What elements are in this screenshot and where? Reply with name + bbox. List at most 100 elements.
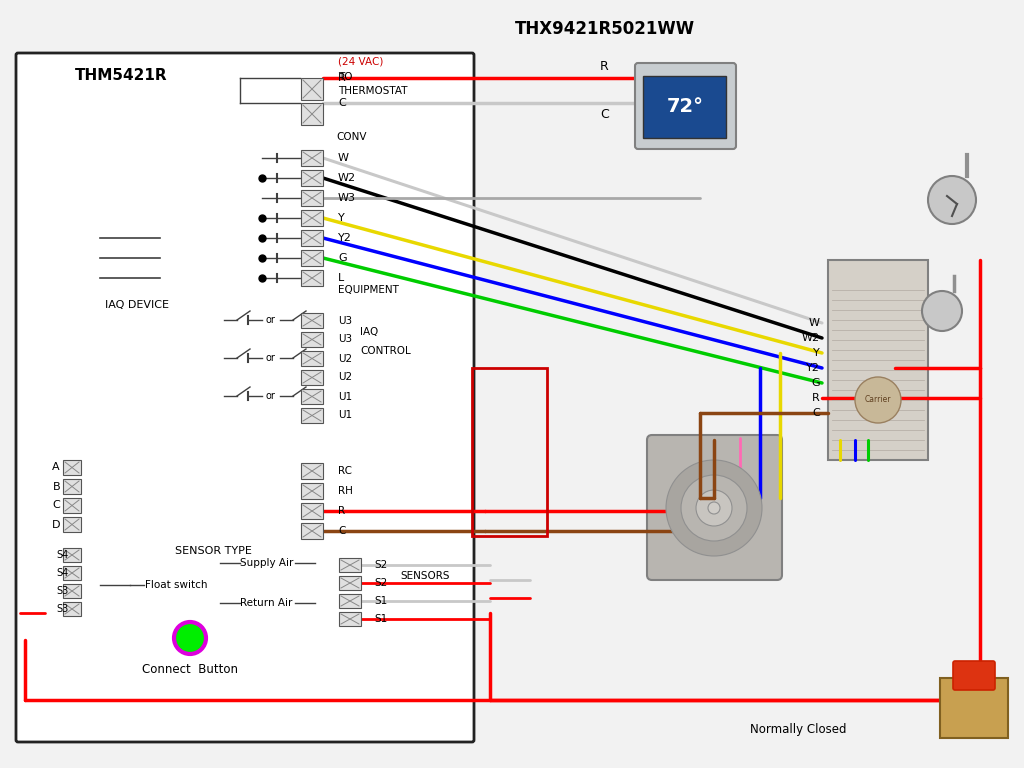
Bar	[301, 250, 323, 266]
Text: C: C	[338, 98, 346, 108]
Circle shape	[174, 622, 206, 654]
Circle shape	[855, 377, 901, 423]
FancyBboxPatch shape	[20, 528, 150, 640]
FancyBboxPatch shape	[647, 435, 782, 580]
Text: S4: S4	[56, 550, 69, 560]
Text: SENSORS: SENSORS	[400, 571, 450, 581]
Text: C: C	[338, 526, 345, 536]
Text: Y2: Y2	[338, 233, 352, 243]
Bar	[301, 463, 323, 479]
Bar	[301, 483, 323, 499]
Text: U1: U1	[338, 411, 352, 421]
Bar	[301, 210, 323, 226]
Text: or: or	[266, 353, 275, 363]
Text: CONV: CONV	[336, 132, 367, 142]
Text: R: R	[600, 60, 608, 73]
Bar	[301, 351, 323, 366]
Text: S3: S3	[56, 586, 69, 596]
Text: G: G	[811, 378, 820, 388]
Text: or: or	[266, 315, 275, 325]
Text: C: C	[812, 408, 820, 418]
Text: C: C	[600, 108, 608, 121]
Circle shape	[681, 475, 746, 541]
Text: Supply Air: Supply Air	[240, 558, 293, 568]
Bar	[339, 558, 361, 572]
Text: L: L	[338, 273, 344, 283]
FancyBboxPatch shape	[16, 53, 474, 742]
Circle shape	[666, 460, 762, 556]
Text: W2: W2	[802, 333, 820, 343]
Bar	[301, 389, 323, 404]
Text: TO: TO	[338, 72, 352, 82]
Text: Return Air: Return Air	[240, 598, 293, 608]
FancyBboxPatch shape	[953, 661, 995, 690]
Text: Y: Y	[813, 348, 820, 358]
Text: U2: U2	[338, 372, 352, 382]
Bar	[301, 270, 323, 286]
Bar	[63, 498, 81, 513]
Bar	[301, 230, 323, 246]
Text: CONTROL: CONTROL	[360, 346, 411, 356]
Circle shape	[696, 490, 732, 526]
Text: SENSOR TYPE: SENSOR TYPE	[175, 546, 252, 556]
Text: RC: RC	[338, 466, 352, 476]
Circle shape	[928, 176, 976, 224]
Text: W: W	[809, 318, 820, 328]
Text: S2: S2	[374, 560, 387, 570]
FancyBboxPatch shape	[643, 76, 726, 138]
Bar	[301, 523, 323, 539]
Text: S1: S1	[374, 614, 387, 624]
Text: W: W	[338, 153, 349, 163]
Text: U3: U3	[338, 316, 352, 326]
Text: C: C	[52, 501, 60, 511]
Circle shape	[922, 291, 962, 331]
Text: IAQ: IAQ	[360, 327, 378, 337]
Bar	[63, 460, 81, 475]
Bar	[339, 576, 361, 590]
Bar	[301, 408, 323, 423]
Bar	[301, 370, 323, 385]
Bar	[63, 517, 81, 532]
Bar	[301, 170, 323, 186]
Text: W2: W2	[338, 173, 356, 183]
Text: THERMOSTAT: THERMOSTAT	[338, 86, 408, 96]
Text: 72°: 72°	[667, 97, 705, 115]
Text: A: A	[52, 462, 60, 472]
Bar	[301, 313, 323, 328]
Text: Connect  Button: Connect Button	[142, 663, 238, 676]
Text: S1: S1	[374, 596, 387, 606]
Text: THM5421R: THM5421R	[75, 68, 168, 83]
Text: U3: U3	[338, 335, 352, 345]
Bar	[339, 594, 361, 608]
Bar	[301, 190, 323, 206]
Text: EQUIPMENT: EQUIPMENT	[338, 285, 399, 295]
Text: IAQ DEVICE: IAQ DEVICE	[105, 300, 169, 310]
Text: RH: RH	[338, 486, 353, 496]
Bar	[301, 78, 323, 100]
Text: B: B	[52, 482, 60, 492]
FancyBboxPatch shape	[940, 678, 1008, 738]
Text: THX9421R5021WW: THX9421R5021WW	[515, 20, 695, 38]
Bar	[301, 103, 323, 125]
Bar	[63, 479, 81, 494]
Text: R: R	[338, 73, 346, 83]
Text: Normally Closed: Normally Closed	[750, 723, 847, 736]
Bar	[301, 503, 323, 519]
Text: S3: S3	[56, 604, 69, 614]
Text: Y2: Y2	[806, 363, 820, 373]
Text: (24 VAC): (24 VAC)	[338, 57, 383, 67]
Bar	[301, 332, 323, 347]
Text: U2: U2	[338, 353, 352, 363]
Bar	[63, 584, 81, 598]
Bar	[63, 602, 81, 616]
Text: S4: S4	[56, 568, 69, 578]
Text: D: D	[51, 519, 60, 529]
Text: R: R	[338, 506, 345, 516]
Bar	[339, 612, 361, 626]
Circle shape	[708, 502, 720, 514]
Text: U1: U1	[338, 392, 352, 402]
Text: W3: W3	[338, 193, 356, 203]
FancyBboxPatch shape	[635, 63, 736, 149]
Text: or: or	[266, 391, 275, 401]
Text: G: G	[338, 253, 347, 263]
